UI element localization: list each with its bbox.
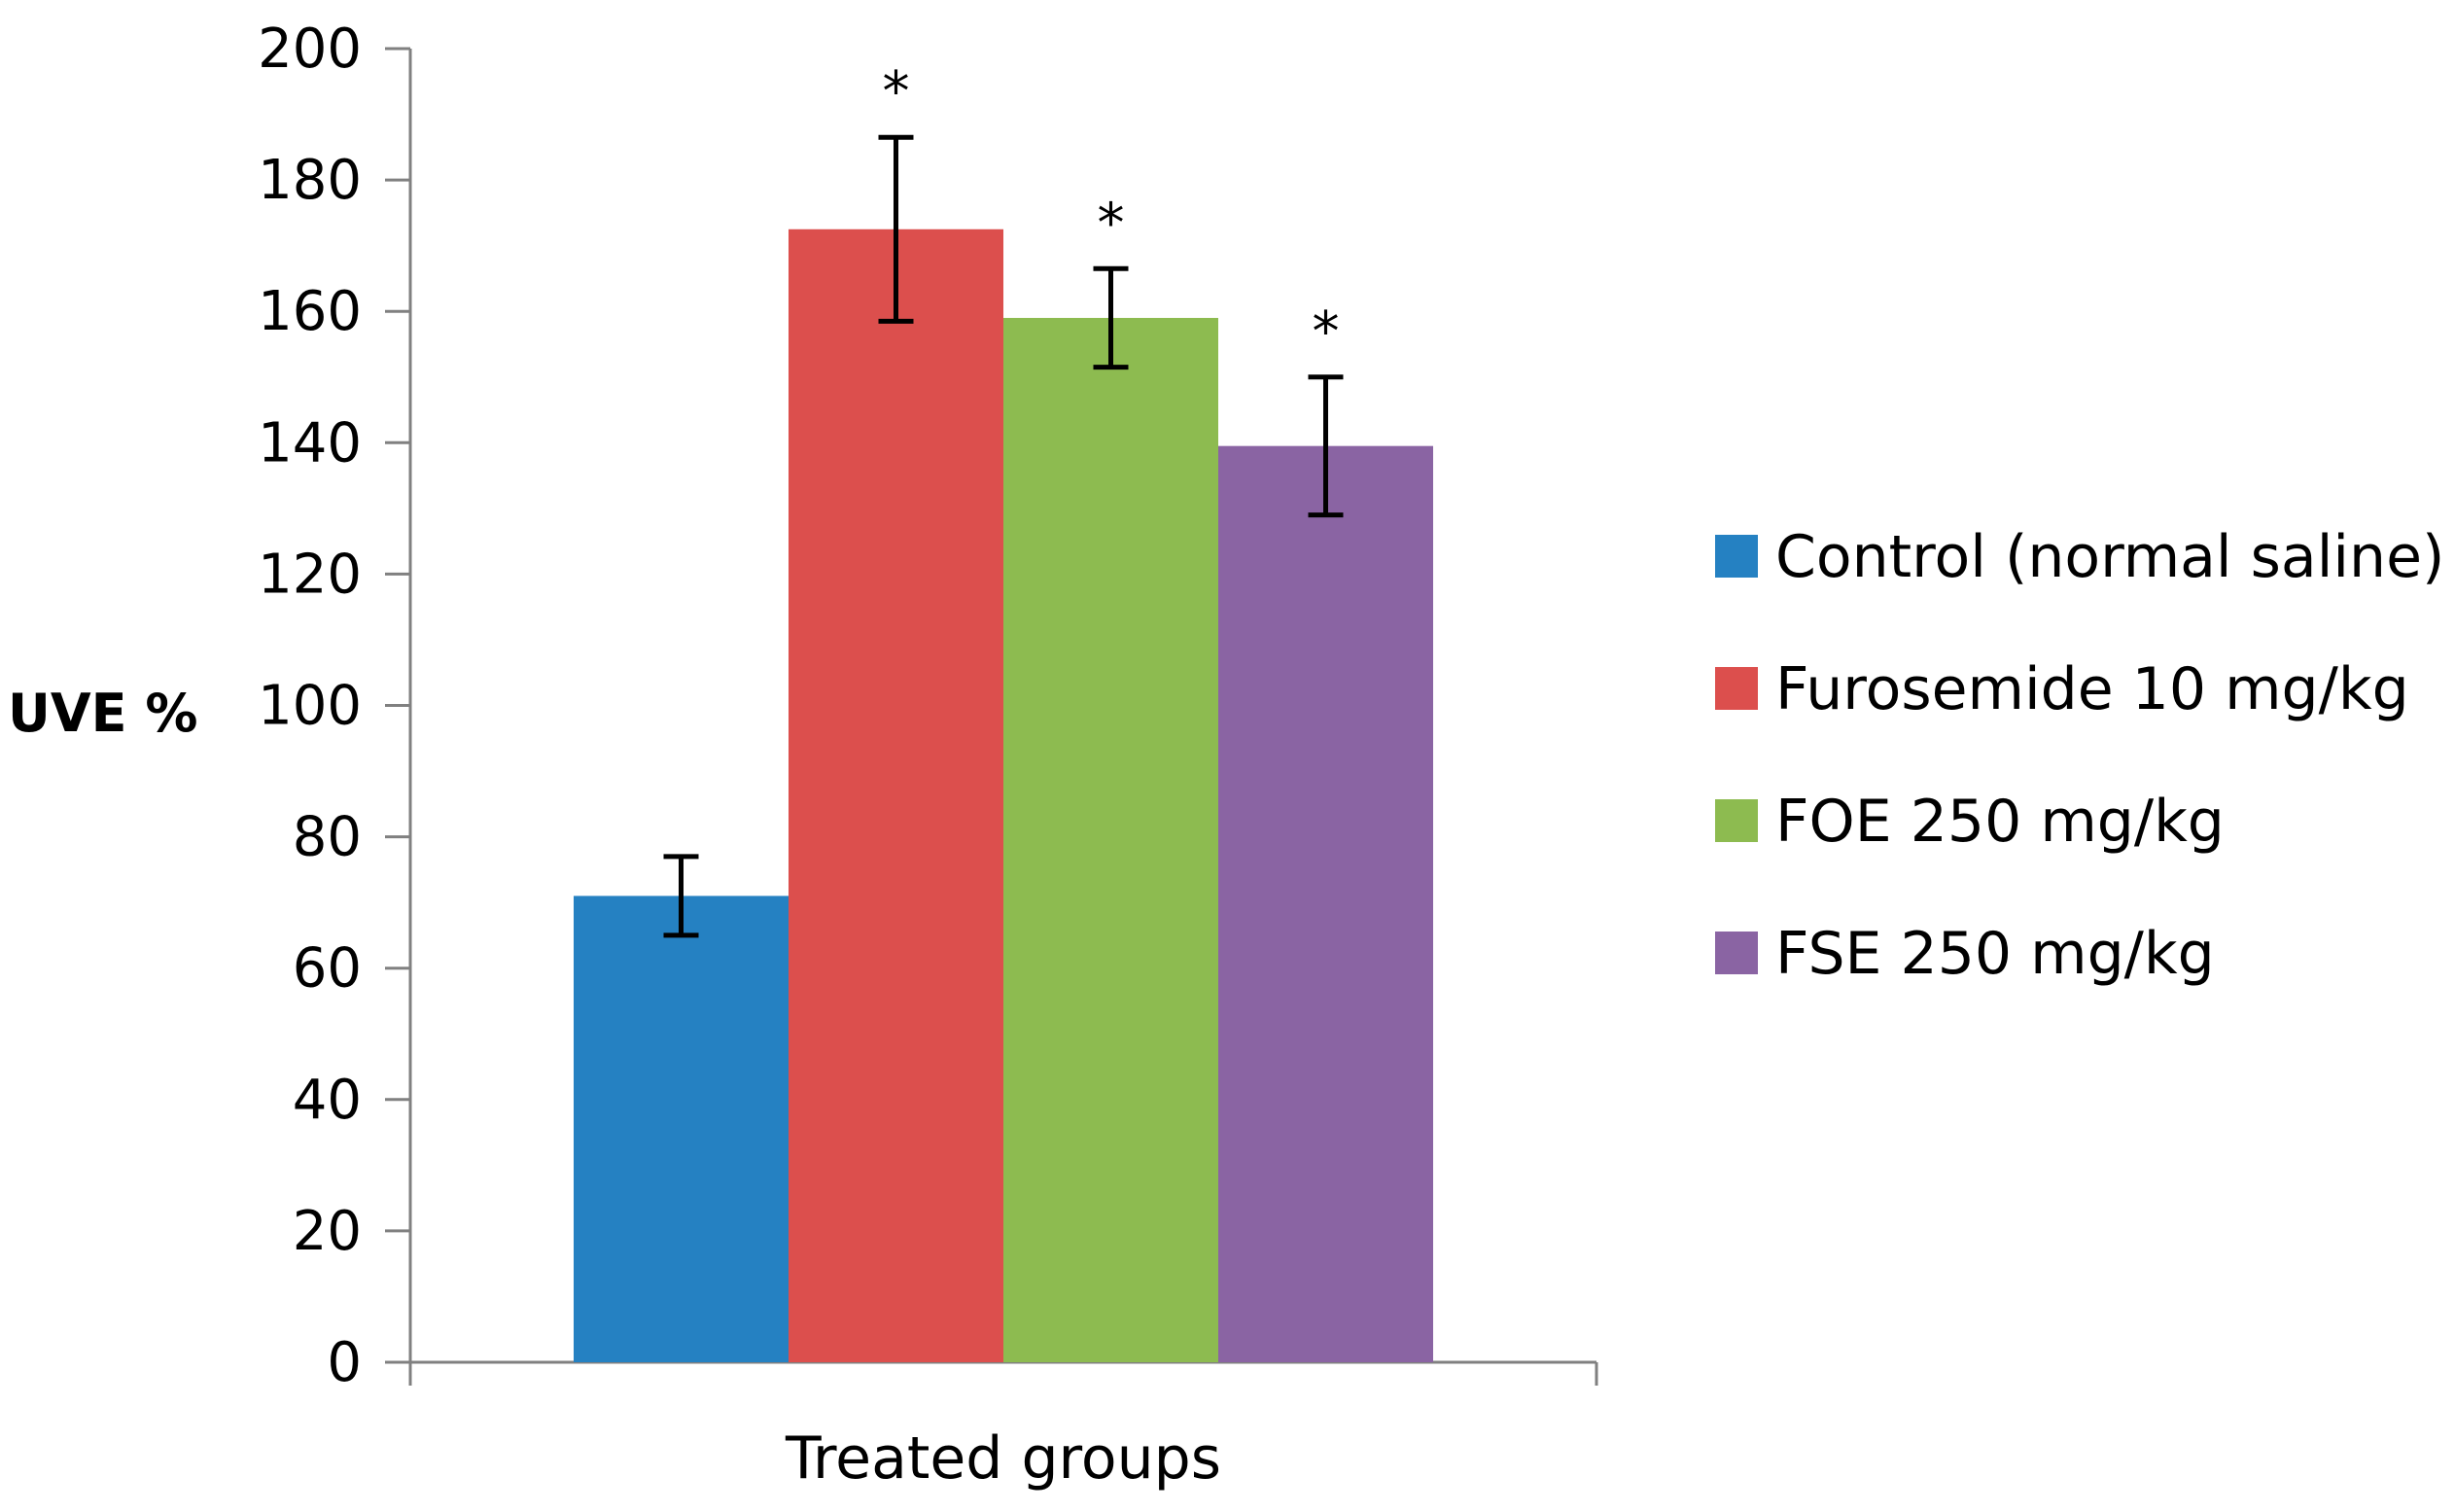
y-tick-label: 60: [293, 937, 362, 1001]
significance-layer: * * *: [883, 60, 1340, 364]
legend-label: FSE 250 mg/kg: [1775, 920, 2215, 988]
legend-label: Furosemide 10 mg/kg: [1775, 655, 2409, 723]
legend: Control (normal saline) Furosemide 10 mg/…: [1715, 523, 2444, 988]
x-axis-title: Treated groups: [785, 1424, 1221, 1493]
y-tick-label: 100: [258, 675, 362, 738]
bar: [789, 229, 1003, 1363]
legend-label: Control (normal saline): [1775, 523, 2444, 591]
significance-asterisk: *: [1313, 300, 1340, 364]
y-tick-label: 120: [258, 543, 362, 606]
significance-asterisk: *: [1098, 192, 1125, 255]
y-axis-title: UVE %: [8, 683, 197, 744]
bar: [574, 896, 789, 1362]
y-tick-label: 140: [258, 411, 362, 475]
legend-label: FOE 250 mg/kg: [1775, 788, 2225, 856]
y-tick-label: 20: [293, 1200, 362, 1263]
y-tick-label: 40: [293, 1069, 362, 1132]
error-bars-layer: [663, 134, 1344, 938]
bar: [1218, 445, 1433, 1362]
legend-swatch: [1715, 667, 1758, 710]
labels-layer: 0 20 40 60 80 100 120 140 160 180 200 Treated group…: [8, 18, 1221, 1493]
y-tick-label: 200: [258, 18, 362, 81]
bar: [1003, 317, 1218, 1363]
legend-swatch: [1715, 535, 1758, 578]
y-tick-label: 160: [258, 280, 362, 343]
significance-asterisk: *: [883, 60, 910, 123]
y-tick-label: 180: [258, 149, 362, 212]
legend-swatch: [1715, 799, 1758, 842]
y-tick-label: 0: [327, 1331, 362, 1394]
y-tick-label: 80: [293, 806, 362, 869]
legend-swatch: [1715, 932, 1758, 974]
bars-layer: [574, 229, 1433, 1363]
